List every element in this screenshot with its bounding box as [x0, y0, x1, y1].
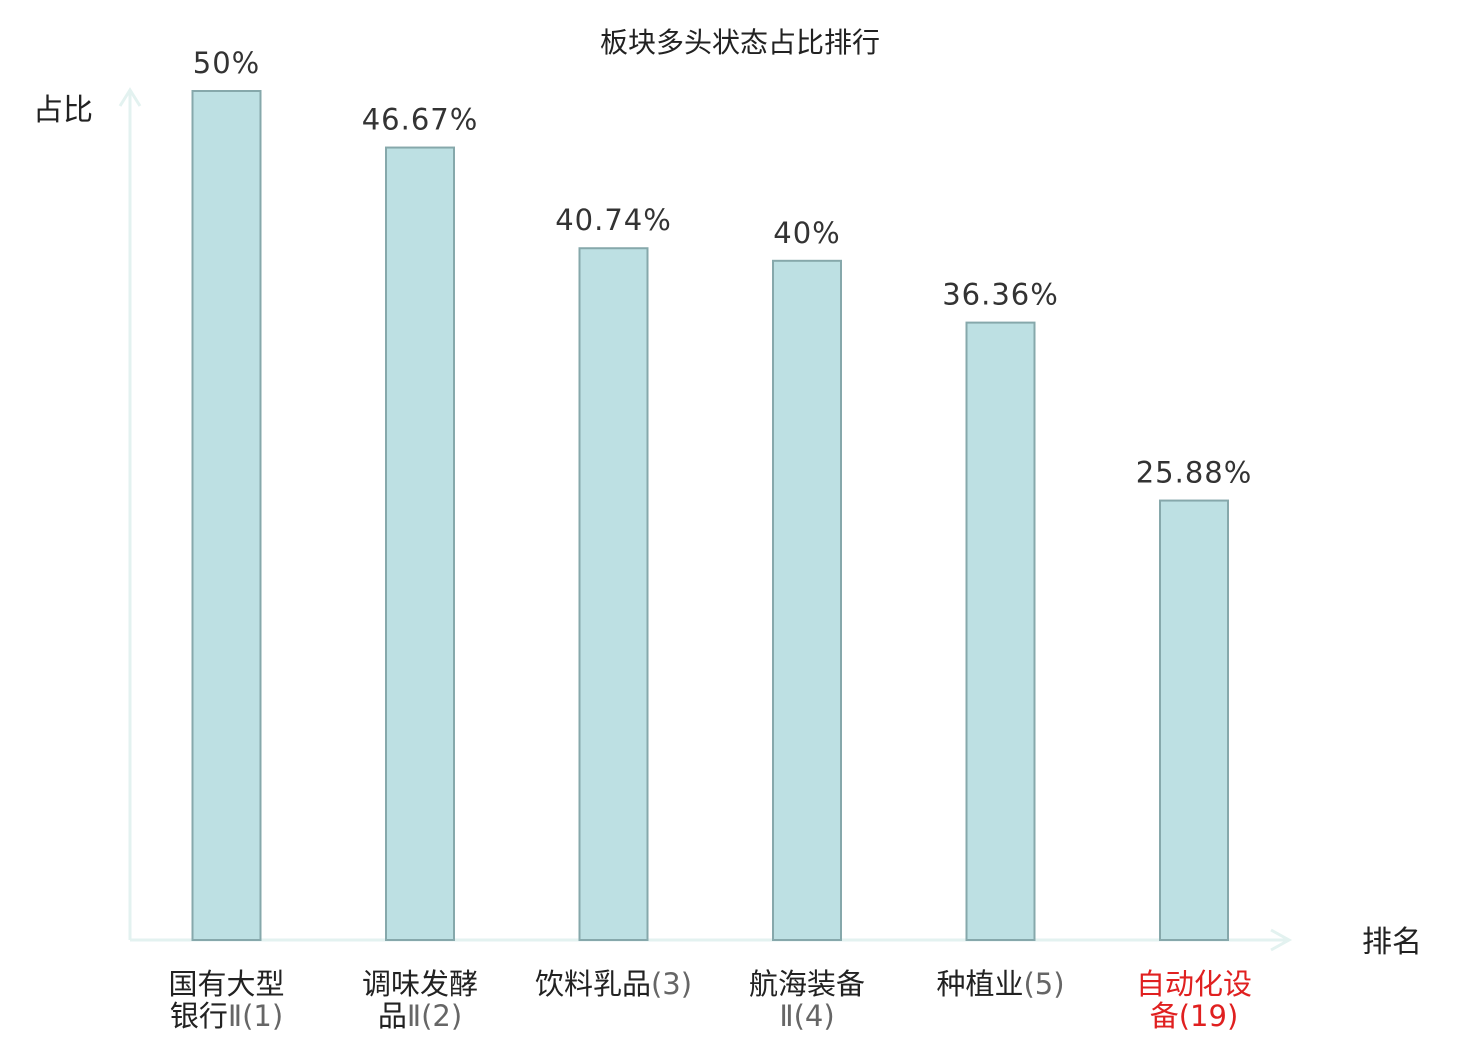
x-axis-label: 排名	[1362, 925, 1422, 960]
category-rank: Ⅱ(2)	[407, 999, 462, 1033]
bar-4	[772, 259, 842, 941]
value-label-2: 46.67%	[362, 103, 479, 137]
chart-title: 板块多头状态占比排行	[600, 26, 880, 59]
category-rank: (3)	[651, 967, 692, 1001]
category-label-2-line-2: 品Ⅱ(2)	[378, 999, 462, 1033]
value-labels-group: 50% 46.67% 40.74% 40% 36.36% 25.88%	[193, 46, 1253, 490]
bar-3	[578, 247, 649, 941]
bar-6	[1159, 499, 1229, 941]
category-text: 调味发酵	[362, 967, 478, 1001]
category-rank: Ⅱ(1)	[228, 999, 283, 1033]
bar-1	[191, 90, 262, 941]
category-label-4-line-1: 航海装备	[749, 967, 865, 1001]
category-text: 品	[378, 999, 407, 1033]
bars-group	[191, 90, 1229, 942]
category-label-6-line-1: 自动化设	[1136, 967, 1252, 1001]
category-rank: Ⅱ(4)	[779, 999, 834, 1033]
category-label-4-line-2: Ⅱ(4)	[779, 999, 834, 1033]
value-label-5: 36.36%	[942, 278, 1059, 312]
x-axis-arrow	[1270, 928, 1293, 952]
value-label-1: 50%	[193, 46, 260, 80]
category-text: 银行	[170, 999, 228, 1033]
category-text: 国有大型	[168, 967, 284, 1001]
y-axis-arrow	[118, 87, 142, 107]
category-text: 种植业	[936, 967, 1023, 1001]
value-label-4: 40%	[773, 216, 840, 250]
category-text: 航海装备	[749, 967, 865, 1001]
category-label-1-line-1: 国有大型	[168, 967, 284, 1001]
category-rank: (19)	[1179, 999, 1239, 1033]
category-text: 备	[1150, 999, 1179, 1033]
category-label-6-line-2: 备(19)	[1150, 999, 1239, 1033]
bar-2	[385, 146, 455, 941]
category-label-5-line-1: 种植业(5)	[936, 967, 1064, 1001]
category-rank: (5)	[1023, 967, 1064, 1001]
value-label-3: 40.74%	[555, 203, 672, 237]
y-axis-label: 占比	[33, 93, 93, 128]
category-text: 饮料乳品	[535, 967, 651, 1001]
category-label-2-line-1: 调味发酵	[362, 967, 478, 1001]
category-text: 自动化设	[1136, 967, 1252, 1001]
category-label-1-line-2: 银行Ⅱ(1)	[170, 999, 283, 1033]
bar-5	[965, 321, 1036, 942]
value-label-6: 25.88%	[1136, 456, 1253, 490]
category-label-3-line-1: 饮料乳品(3)	[535, 967, 692, 1001]
